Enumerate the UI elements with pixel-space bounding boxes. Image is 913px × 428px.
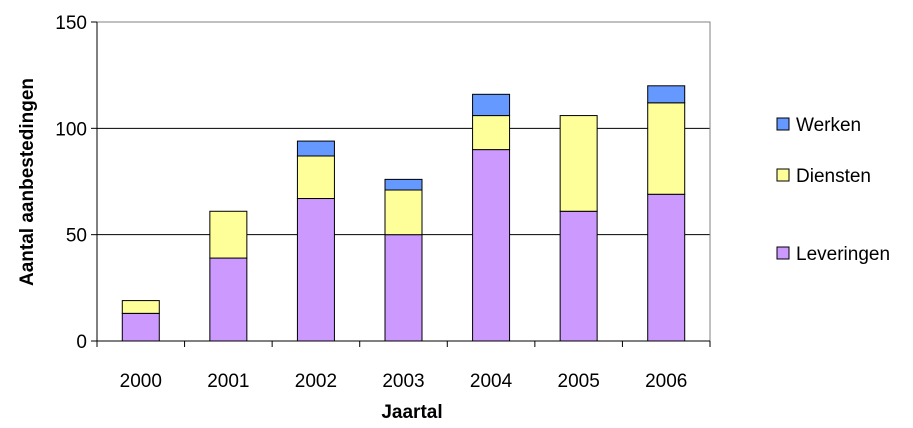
bar-segment-leveringen-2003 <box>384 234 423 342</box>
x-tick-label-2000: 2000 <box>120 371 162 392</box>
x-tick-label-2001: 2001 <box>207 371 249 392</box>
legend-swatch-diensten <box>776 168 790 182</box>
bar-segment-diensten-2005 <box>559 115 598 212</box>
legend: Werken Diensten Leveringen <box>776 115 890 265</box>
bar-segment-diensten-2006 <box>647 102 686 195</box>
x-tick-label-2002: 2002 <box>295 371 337 392</box>
legend-label-diensten: Diensten <box>796 166 871 187</box>
bar-segment-diensten-2000 <box>121 300 160 314</box>
legend-label-werken: Werken <box>796 115 861 136</box>
x-tick-label-2005: 2005 <box>558 371 600 392</box>
axes <box>91 21 711 347</box>
bar-segment-werken-2003 <box>384 178 423 191</box>
bar-segment-leveringen-2002 <box>296 198 335 342</box>
bar-segment-leveringen-2005 <box>559 210 598 342</box>
x-tick-labels: 2000 2001 2002 2003 2004 2005 2006 <box>120 371 688 392</box>
x-tick-label-2003: 2003 <box>382 371 424 392</box>
bar-segment-diensten-2004 <box>472 115 511 151</box>
bar-segment-diensten-2002 <box>296 155 335 200</box>
y-tick-labels: 0 50 100 150 <box>55 13 87 353</box>
bar-segment-leveringen-2006 <box>647 193 686 342</box>
bar-segment-leveringen-2001 <box>209 257 248 342</box>
y-tick-label: 50 <box>66 226 87 247</box>
y-tick-label: 100 <box>55 119 87 140</box>
bars <box>121 85 686 342</box>
x-tick-label-2006: 2006 <box>645 371 687 392</box>
y-tick-label: 150 <box>55 13 87 34</box>
bar-segment-diensten-2001 <box>209 210 248 259</box>
legend-swatch-leveringen <box>776 246 790 260</box>
bar-segment-werken-2006 <box>647 85 686 104</box>
bar-segment-leveringen-2000 <box>121 312 160 342</box>
bar-segment-werken-2002 <box>296 140 335 157</box>
y-axis-title: Aantal aanbestedingen <box>17 78 38 286</box>
bar-segment-leveringen-2004 <box>472 149 511 342</box>
bar-segment-werken-2004 <box>472 93 511 117</box>
x-axis-title: Jaartal <box>381 402 442 423</box>
x-tick-label-2004: 2004 <box>470 371 513 392</box>
bar-segment-diensten-2003 <box>384 189 423 236</box>
legend-swatch-werken <box>776 117 790 131</box>
legend-label-leveringen: Leveringen <box>796 244 890 265</box>
y-tick-label: 0 <box>76 332 87 353</box>
